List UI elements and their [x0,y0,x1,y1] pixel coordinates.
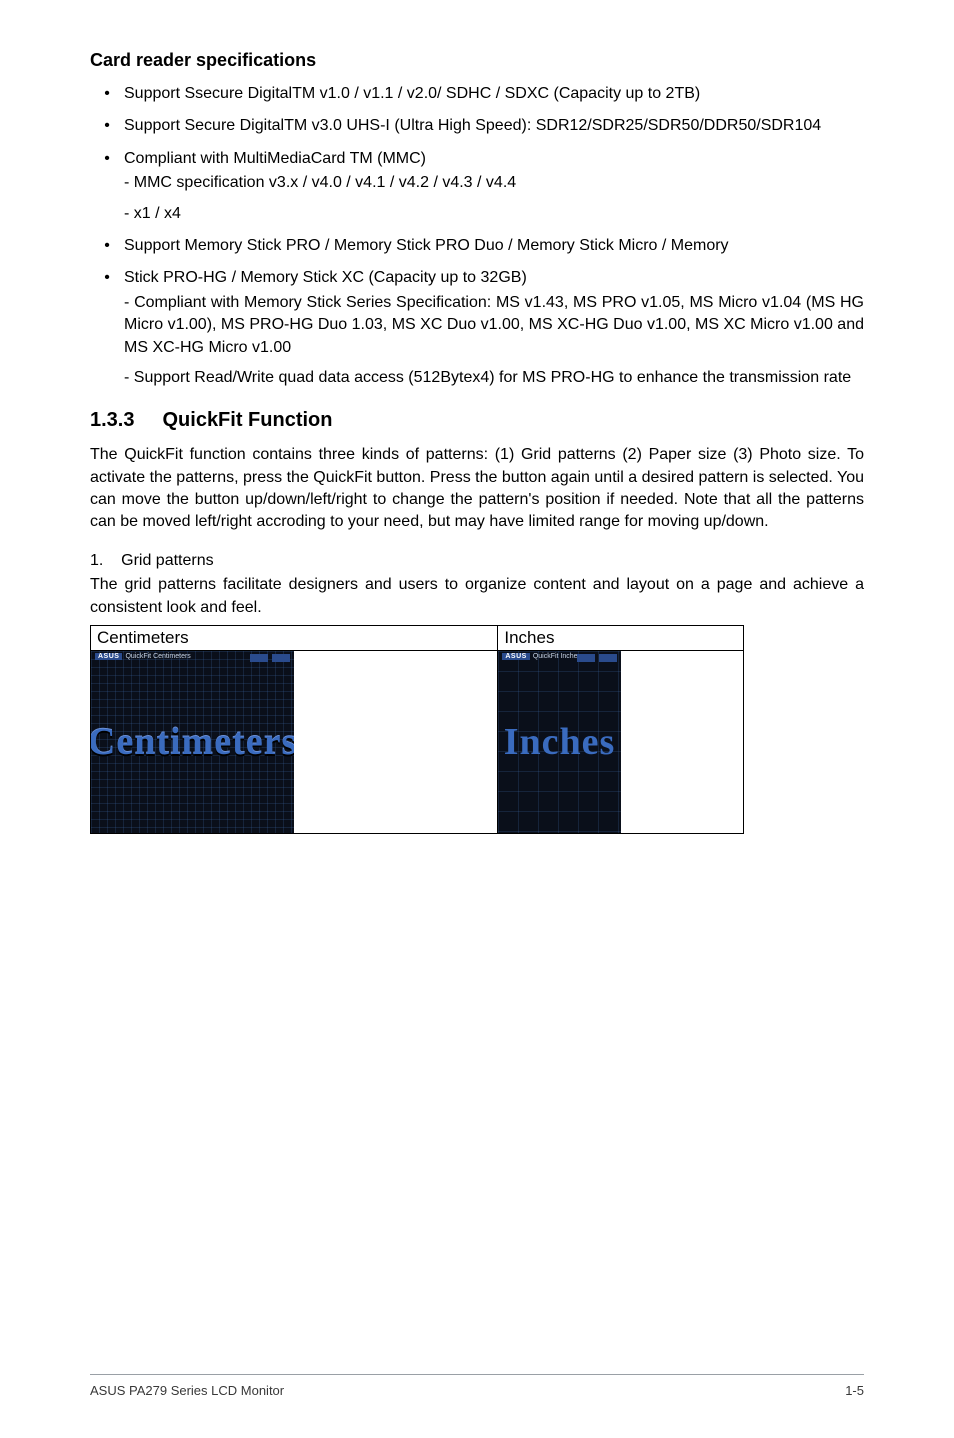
spec-subline: - Compliant with Memory Stick Series Spe… [124,292,864,359]
spec-item: • Support Secure DigitalTM v3.0 UHS-I (U… [90,115,864,137]
centimeters-label: Centimeters [91,720,294,764]
table-header-row: Centimeters Inches [91,626,744,651]
col-header-centimeters: Centimeters [91,626,498,651]
numbered-item: 1. Grid patterns [90,550,864,572]
topbar-badges [577,654,617,662]
table-row: ASUS QuickFit Centimeters Centimeters AS… [91,651,744,834]
spec-line: Compliant with MultiMediaCard TM (MMC) [124,150,426,167]
badge-icon [250,654,268,662]
quickfit-paragraph: The QuickFit function contains three kin… [90,444,864,534]
spec-line: Stick PRO-HG / Memory Stick XC (Capacity… [124,269,527,286]
item-paragraph: The grid patterns facilitate designers a… [90,574,864,619]
badge-icon [577,654,595,662]
cell-inches: ASUS QuickFit Inches Inches [498,651,744,834]
bullet-icon: • [90,83,124,105]
topbar-text: QuickFit Inches [533,653,581,660]
inches-pattern: ASUS QuickFit Inches Inches [498,651,620,833]
spec-item: • Support Ssecure DigitalTM v1.0 / v1.1 … [90,83,864,105]
item-number: 1. [90,552,103,569]
bullet-icon: • [90,267,124,289]
inches-label: Inches [504,720,616,764]
bullet-icon: • [90,115,124,137]
topbar-badges [250,654,290,662]
spec-list: • Support Ssecure DigitalTM v1.0 / v1.1 … [90,83,864,389]
spec-subline: - x1 / x4 [124,203,864,225]
spec-text: Support Memory Stick PRO / Memory Stick … [124,235,864,257]
col-header-inches: Inches [498,626,744,651]
pattern-topbar: ASUS QuickFit Inches [502,653,581,660]
asus-logo: ASUS [502,653,529,660]
badge-icon [599,654,617,662]
cell-centimeters: ASUS QuickFit Centimeters Centimeters [91,651,498,834]
pattern-table: Centimeters Inches ASUS QuickFit Centime… [90,625,744,834]
heading-number: 1.3.3 [90,409,134,432]
spec-text: Compliant with MultiMediaCard TM (MMC) -… [124,148,864,225]
spec-text: Support Secure DigitalTM v3.0 UHS-I (Ult… [124,115,864,137]
spec-item: • Stick PRO-HG / Memory Stick XC (Capaci… [90,267,864,389]
spec-text: Support Ssecure DigitalTM v1.0 / v1.1 / … [124,83,864,105]
centimeters-pattern: ASUS QuickFit Centimeters Centimeters [91,651,294,833]
badge-icon [272,654,290,662]
asus-logo: ASUS [95,653,122,660]
spec-item: • Compliant with MultiMediaCard TM (MMC)… [90,148,864,225]
footer-right: 1-5 [845,1383,864,1398]
spec-subline: - Support Read/Write quad data access (5… [124,367,864,389]
pattern-topbar: ASUS QuickFit Centimeters [95,653,191,660]
bullet-icon: • [90,148,124,170]
quickfit-heading: 1.3.3 QuickFit Function [90,409,864,432]
spec-subline: - MMC specification v3.x / v4.0 / v4.1 /… [124,172,864,194]
section-title: Card reader specifications [90,50,864,71]
spec-text: Stick PRO-HG / Memory Stick XC (Capacity… [124,267,864,389]
item-label: Grid patterns [121,552,213,569]
heading-title: QuickFit Function [162,409,332,432]
page-footer: ASUS PA279 Series LCD Monitor 1-5 [90,1374,864,1398]
footer-left: ASUS PA279 Series LCD Monitor [90,1383,284,1398]
bullet-icon: • [90,235,124,257]
topbar-text: QuickFit Centimeters [125,653,190,660]
spec-item: • Support Memory Stick PRO / Memory Stic… [90,235,864,257]
